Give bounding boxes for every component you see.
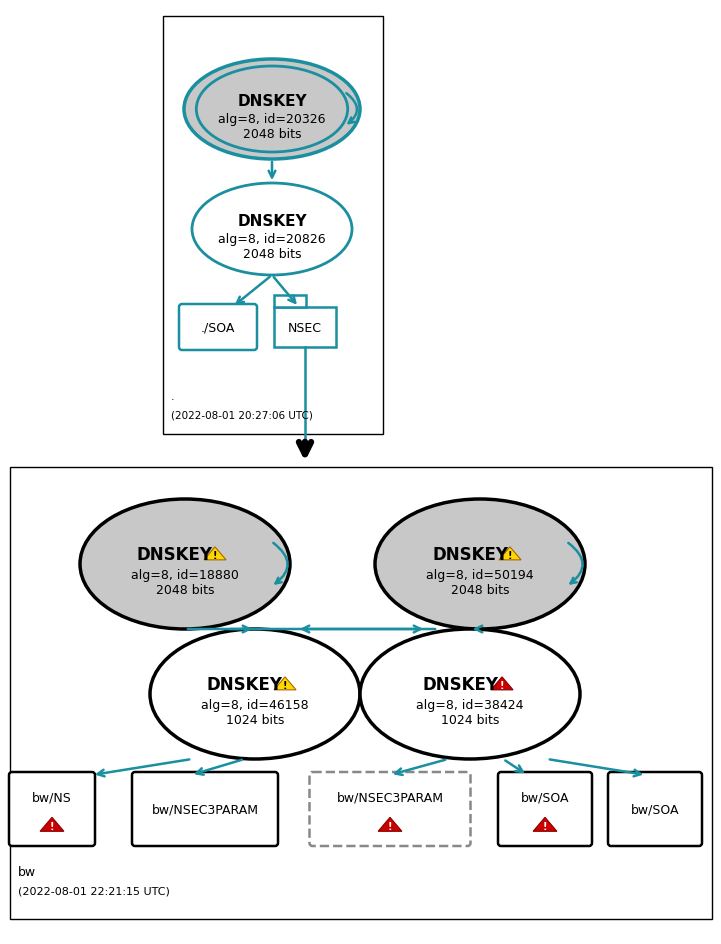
Ellipse shape (192, 184, 352, 276)
Text: bw/NSEC3PARAM: bw/NSEC3PARAM (151, 802, 259, 816)
Text: alg=8, id=50194: alg=8, id=50194 (426, 568, 534, 581)
Text: bw/SOA: bw/SOA (521, 791, 570, 803)
Text: !: ! (283, 681, 287, 691)
Text: bw/NSEC3PARAM: bw/NSEC3PARAM (337, 791, 443, 803)
Text: !: ! (508, 550, 512, 561)
Text: (2022-08-01 20:27:06 UTC): (2022-08-01 20:27:06 UTC) (171, 410, 313, 419)
Bar (163, 17, 383, 434)
Text: alg=8, id=20326: alg=8, id=20326 (218, 113, 326, 126)
Ellipse shape (150, 630, 360, 759)
FancyBboxPatch shape (309, 772, 471, 846)
Ellipse shape (360, 630, 580, 759)
Text: alg=8, id=20826: alg=8, id=20826 (218, 233, 326, 246)
Text: 1024 bits: 1024 bits (441, 714, 499, 727)
Text: ./SOA: ./SOA (201, 321, 235, 334)
Polygon shape (274, 677, 296, 690)
Text: !: ! (50, 821, 54, 832)
Polygon shape (40, 818, 64, 832)
Polygon shape (378, 818, 402, 832)
Polygon shape (204, 548, 226, 560)
Text: (2022-08-01 22:21:15 UTC): (2022-08-01 22:21:15 UTC) (18, 886, 170, 896)
Ellipse shape (184, 59, 360, 160)
Text: .: . (171, 392, 174, 401)
Text: alg=8, id=18880: alg=8, id=18880 (131, 568, 239, 581)
Text: !: ! (500, 681, 504, 691)
Text: bw/SOA: bw/SOA (631, 802, 679, 816)
Bar (274, 308, 336, 347)
Bar (274, 295, 306, 308)
Text: 2048 bits: 2048 bits (243, 248, 301, 261)
FancyBboxPatch shape (498, 772, 592, 846)
Text: 2048 bits: 2048 bits (451, 584, 509, 597)
Text: bw: bw (18, 865, 36, 878)
Text: 1024 bits: 1024 bits (226, 714, 284, 727)
Text: 2048 bits: 2048 bits (243, 128, 301, 142)
Text: DNSKEY: DNSKEY (422, 675, 498, 693)
Polygon shape (533, 818, 557, 832)
FancyBboxPatch shape (608, 772, 702, 846)
FancyBboxPatch shape (9, 772, 95, 846)
Text: DNSKEY: DNSKEY (137, 546, 213, 564)
Text: NSEC: NSEC (288, 321, 322, 334)
FancyBboxPatch shape (179, 305, 257, 350)
Text: DNSKEY: DNSKEY (237, 214, 307, 229)
Text: alg=8, id=38424: alg=8, id=38424 (416, 698, 523, 711)
Text: bw/NS: bw/NS (32, 791, 72, 803)
Text: !: ! (388, 821, 392, 832)
Ellipse shape (80, 499, 290, 630)
Text: alg=8, id=46158: alg=8, id=46158 (201, 698, 309, 711)
Ellipse shape (375, 499, 585, 630)
Bar (10, 467, 712, 919)
Text: 2048 bits: 2048 bits (156, 584, 214, 597)
FancyBboxPatch shape (132, 772, 278, 846)
Text: DNSKEY: DNSKEY (237, 94, 307, 110)
Text: !: ! (213, 550, 217, 561)
Text: !: ! (543, 821, 547, 832)
Text: DNSKEY: DNSKEY (207, 675, 283, 693)
Text: DNSKEY: DNSKEY (432, 546, 508, 564)
Polygon shape (491, 677, 513, 690)
Polygon shape (499, 548, 521, 560)
